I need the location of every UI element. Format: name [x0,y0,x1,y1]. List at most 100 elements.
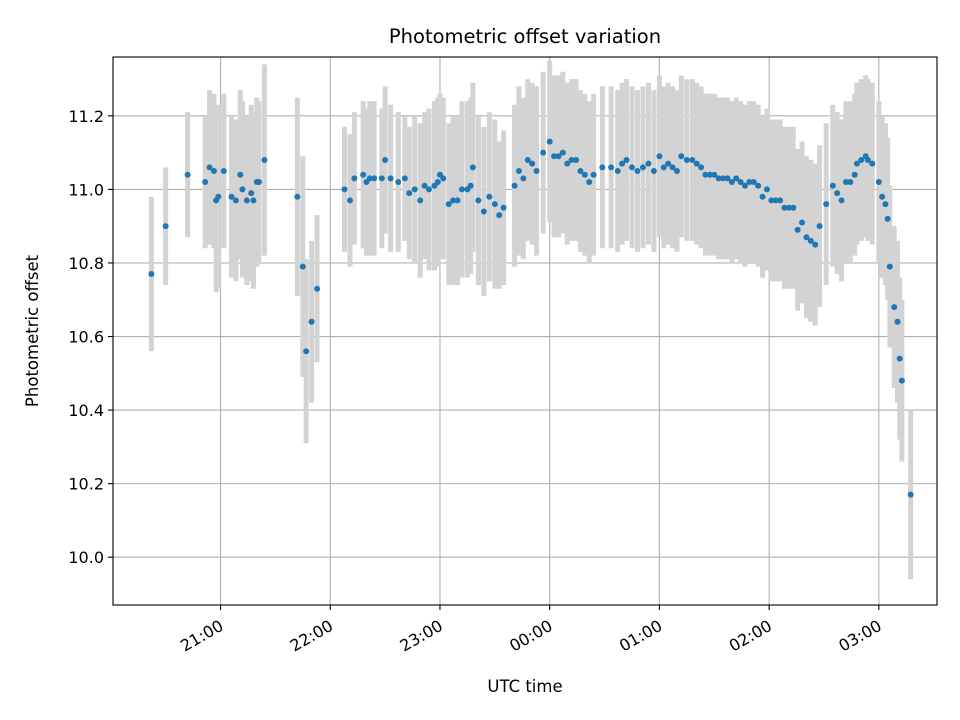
data-point [228,193,235,200]
data-point [382,156,389,163]
data-point [869,160,876,167]
data-point [454,197,461,204]
data-point [847,179,854,186]
data-point [650,168,657,175]
data-point [724,175,731,182]
data-point [371,175,378,182]
data-point [417,197,424,204]
data-point [341,186,348,193]
data-point [838,197,845,204]
data-point [608,164,615,171]
data-point [678,153,685,160]
data-point [599,164,606,171]
data-point [237,171,244,178]
data-point [215,193,222,200]
data-point [308,318,315,325]
x-tick-label: 00:00 [506,616,555,656]
data-point [842,179,849,186]
data-point [864,156,871,163]
data-point [834,190,841,197]
data-point [250,197,257,204]
data-point [411,186,418,193]
data-point [546,138,553,145]
data-point [590,171,597,178]
data-point [581,171,588,178]
data-point [486,193,493,200]
point-layer [148,138,914,498]
data-point [614,168,621,175]
data-point [799,219,806,226]
data-point [781,204,788,211]
data-point [894,318,901,325]
data-point [445,201,452,208]
data-point [440,175,447,182]
data-point [882,201,889,208]
data-point [790,204,797,211]
data-point [628,164,635,171]
data-point [812,241,819,248]
data-point [406,190,413,197]
data-point [794,226,801,233]
data-point [515,168,522,175]
data-point [741,182,748,189]
data-point [711,171,718,178]
data-point [351,175,358,182]
data-point [469,164,476,171]
data-point [698,164,705,171]
data-point [702,171,709,178]
y-tick-label: 10.0 [68,548,104,567]
x-tick-label: 23:00 [397,616,446,656]
data-point [520,175,527,182]
data-point [395,179,402,186]
data-point [434,179,441,186]
data-point [555,153,562,160]
plot-frame [112,56,938,606]
data-point [746,179,753,186]
data-point [564,160,571,167]
data-point [898,377,905,384]
data-point [829,182,836,189]
y-tick-label: 10.8 [68,254,104,273]
data-point [763,186,770,193]
data-point [673,168,680,175]
x-tick-label: 02:00 [726,616,775,656]
data-point [807,237,814,244]
data-point [425,186,432,193]
data-point [896,355,903,362]
x-tick-label: 01:00 [616,616,665,656]
data-point [559,149,566,156]
data-point [248,190,255,197]
data-point [206,164,213,171]
data-point [255,179,262,186]
data-point [210,168,217,175]
data-point [360,171,367,178]
x-axis-label: UTC time [487,677,562,696]
data-point [619,160,626,167]
data-point [378,175,385,182]
data-point [768,197,775,204]
data-point [314,285,321,292]
data-point [851,171,858,178]
chart-title: Photometric offset variation [389,25,661,48]
data-point [524,156,531,163]
data-point [551,153,558,160]
data-point [450,197,457,204]
data-point [759,193,766,200]
x-tick-label: 03:00 [835,616,884,656]
data-point [496,212,503,219]
data-point [907,491,914,498]
data-point [573,156,580,163]
data-point [733,175,740,182]
data-point [785,204,792,211]
data-point [634,168,641,175]
data-point [568,156,575,163]
data-point [858,156,865,163]
y-tick-label: 10.2 [68,475,104,494]
data-point [772,197,779,204]
errorbar-layer [148,60,914,580]
data-point [706,171,713,178]
data-point [303,348,310,355]
data-point [645,160,652,167]
data-point [366,175,373,182]
